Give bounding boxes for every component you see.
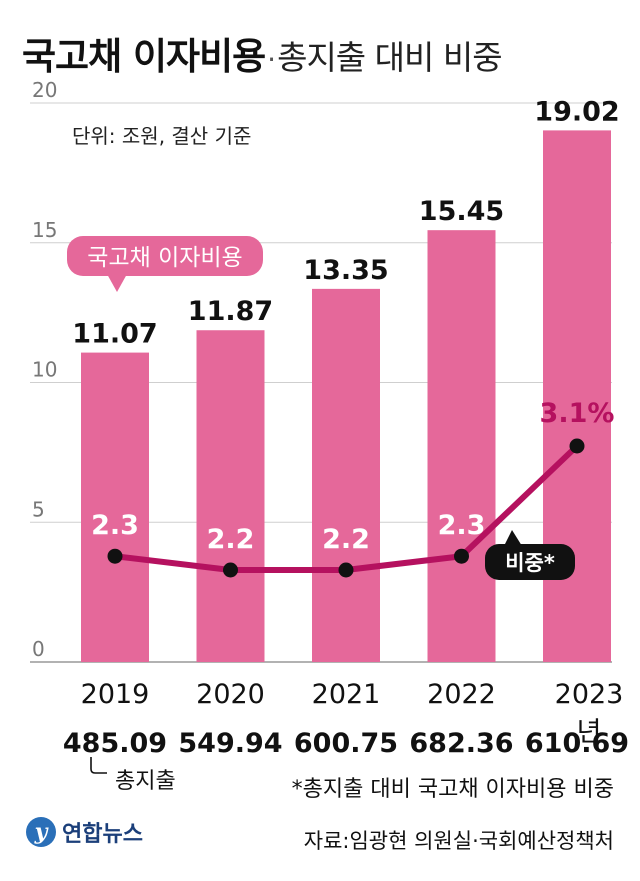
title-sub: 총지출 대비 비중 <box>277 38 502 77</box>
unit-note: 단위: 조원, 결산 기준 <box>72 124 252 148</box>
chart-title: 국고채 이자비용·총지출 대비 비중 <box>22 26 503 80</box>
x-tick-label: 2020 <box>196 679 265 710</box>
bar-value-label: 13.35 <box>303 255 388 286</box>
bar <box>543 130 611 663</box>
bar-series-callout <box>67 236 263 276</box>
total-spending-value: 485.09 <box>62 728 168 759</box>
x-tick-label: 2022 <box>427 679 496 710</box>
bar-value-label: 11.07 <box>72 319 157 350</box>
total-spending-value: 549.94 <box>178 728 283 759</box>
source: 자료:임광현 의원실·국회예산정책처 <box>303 829 614 853</box>
bar <box>196 330 265 662</box>
bar-value-label: 11.87 <box>188 296 273 327</box>
title-main: 국고채 이자비용 <box>22 35 266 78</box>
ratio-point <box>569 438 585 454</box>
bar-series-callout-label: 국고채 이자비용 <box>87 245 242 271</box>
footnote: *총지출 대비 국고채 이자비용 비중 <box>291 777 614 802</box>
bar-value-label: 15.45 <box>419 196 504 227</box>
y-tick-label: 0 <box>32 637 45 661</box>
ratio-value-label: 2.3 <box>438 510 486 541</box>
line-series-callout-pointer <box>504 530 522 546</box>
ratio-value-label: 2.2 <box>322 524 370 555</box>
publisher-logo: y 연합뉴스 <box>26 816 143 848</box>
total-spending-value: 610.69 <box>524 728 630 759</box>
bar <box>81 352 149 662</box>
line-series-callout-label: 비중* <box>505 551 555 575</box>
bar-series-callout-pointer <box>107 274 127 292</box>
ratio-point <box>107 548 123 564</box>
bar <box>427 230 496 663</box>
logo-icon: y <box>26 817 56 847</box>
y-tick-label: 20 <box>32 78 57 102</box>
ratio-point <box>338 562 354 578</box>
x-tick-label: 2023년 <box>554 679 624 748</box>
ratio-point <box>223 562 238 578</box>
caption-bracket-icon <box>90 757 107 774</box>
y-tick-label: 5 <box>32 497 45 521</box>
ratio-value-label: 3.1% <box>540 398 615 429</box>
line-series-callout <box>485 544 575 580</box>
total-spending-value: 682.36 <box>409 728 514 759</box>
logo-text: 연합뉴스 <box>62 822 143 847</box>
bar-value-label: 19.02 <box>534 96 619 127</box>
y-tick-label: 10 <box>32 358 57 382</box>
y-tick-label: 15 <box>32 218 57 242</box>
ratio-value-label: 2.3 <box>91 510 139 541</box>
totals-caption-label: 총지출 <box>115 769 176 794</box>
x-tick-label: 2021 <box>311 679 381 710</box>
title-separator: · <box>267 43 276 76</box>
ratio-point <box>454 548 469 564</box>
bar <box>312 288 380 662</box>
total-spending-value: 600.75 <box>293 728 399 759</box>
x-tick-label: 2019 <box>80 679 150 710</box>
totals-caption: 총지출 <box>90 757 176 795</box>
ratio-value-label: 2.2 <box>207 524 255 555</box>
